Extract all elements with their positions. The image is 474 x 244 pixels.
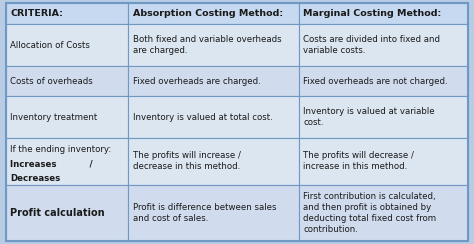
Bar [128,184,299,241]
Bar [128,138,299,184]
Bar [299,66,468,96]
Bar [128,96,299,138]
Text: Both fixed and variable overheads
are charged.: Both fixed and variable overheads are ch… [133,35,282,55]
Bar [6,184,128,241]
Text: Profit calculation: Profit calculation [10,208,105,218]
Text: Inventory is valued at variable
cost.: Inventory is valued at variable cost. [303,107,435,127]
Text: Inventory treatment: Inventory treatment [10,113,98,122]
Bar [299,3,468,24]
Bar [6,138,128,184]
Text: Decreases: Decreases [10,174,61,183]
Text: CRITERIA:: CRITERIA: [10,9,64,18]
Text: Fixed overheads are charged.: Fixed overheads are charged. [133,77,261,86]
Text: Costs are divided into fixed and
variable costs.: Costs are divided into fixed and variabl… [303,35,440,55]
Text: Absorption Costing Method:: Absorption Costing Method: [133,9,283,18]
Text: First contribution is calculated,
and then profit is obtained by
deducting total: First contribution is calculated, and th… [303,192,437,234]
Bar [128,3,299,24]
Bar [128,24,299,66]
Text: Marginal Costing Method:: Marginal Costing Method: [303,9,441,18]
Text: Costs of overheads: Costs of overheads [10,77,93,86]
Bar [299,96,468,138]
Bar [6,3,128,24]
Text: The profits will decrease /
increase in this method.: The profits will decrease / increase in … [303,151,414,172]
Bar [299,138,468,184]
Bar [299,184,468,241]
Bar [6,66,128,96]
Bar [128,66,299,96]
Text: Profit is difference between sales
and cost of sales.: Profit is difference between sales and c… [133,203,276,223]
Text: If the ending inventory:: If the ending inventory: [10,145,112,154]
Text: Increases           /: Increases / [10,160,93,169]
Bar [6,96,128,138]
Text: Fixed overheads are not charged.: Fixed overheads are not charged. [303,77,448,86]
Bar [6,24,128,66]
Text: The profits will increase /
decrease in this method.: The profits will increase / decrease in … [133,151,241,172]
Bar [299,24,468,66]
Text: Inventory is valued at total cost.: Inventory is valued at total cost. [133,113,273,122]
Text: Allocation of Costs: Allocation of Costs [10,41,91,50]
